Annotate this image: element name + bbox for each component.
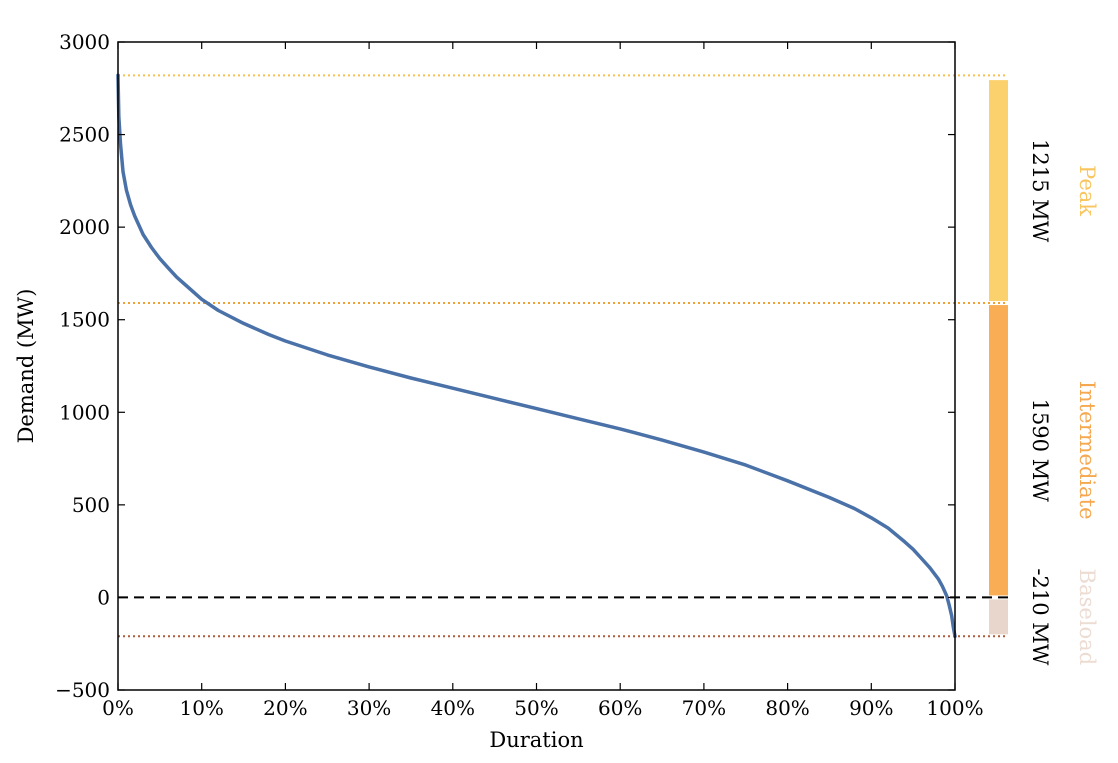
plot-frame: [117, 41, 956, 691]
x-tick-label: 0%: [102, 696, 134, 720]
x-tick-label: 10%: [179, 696, 223, 720]
y-tick-label: 0: [97, 585, 110, 609]
x-axis-title: Duration: [489, 728, 583, 752]
band-bar-peak: [989, 80, 1008, 302]
y-axis: −500 0 500 1000 1500 2000 2500 3000: [55, 30, 955, 702]
band-name-label: Peak: [1075, 165, 1099, 216]
band-value-label: -210 MW: [1028, 568, 1052, 665]
band-bar-baseload: [989, 599, 1008, 635]
y-tick-label: 2000: [59, 215, 110, 239]
band-value-label: 1215 MW: [1028, 139, 1052, 243]
y-axis-title: Demand (MW): [14, 289, 38, 444]
band-group: 1215 MW Peak 1590 MW Intermediate -210 MW Bas…: [989, 80, 1099, 666]
y-tick-label: 3000: [59, 30, 110, 54]
x-tick-label: 80%: [765, 696, 809, 720]
y-tick-label: −500: [55, 678, 110, 702]
band-value-label: 1590 MW: [1028, 399, 1052, 503]
x-tick-label: 100%: [926, 696, 983, 720]
x-axis: 0% 10% 20% 30% 40% 50% 60% 70% 80% 90% 100%: [102, 42, 984, 720]
series-group: [116, 73, 957, 639]
y-tick-label: 1000: [59, 400, 110, 424]
x-tick-label: 30%: [347, 696, 391, 720]
y-tick-label: 2500: [59, 123, 110, 147]
band-name-label: Intermediate: [1075, 381, 1099, 520]
reference-lines: [118, 74, 1008, 638]
y-tick-label: 1500: [59, 308, 110, 332]
x-tick-label: 40%: [431, 696, 475, 720]
x-tick-label: 60%: [598, 696, 642, 720]
y-tick-label: 500: [72, 493, 110, 517]
x-tick-label: 50%: [514, 696, 558, 720]
band-name-label: Baseload: [1075, 569, 1099, 665]
x-tick-label: 20%: [263, 696, 307, 720]
band-bar-intermediate: [989, 305, 1008, 596]
series-line-0: [116, 73, 957, 639]
x-tick-label: 90%: [849, 696, 893, 720]
x-tick-label: 70%: [682, 696, 726, 720]
